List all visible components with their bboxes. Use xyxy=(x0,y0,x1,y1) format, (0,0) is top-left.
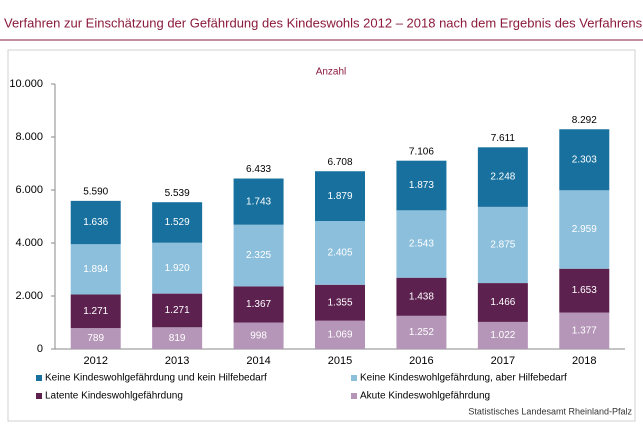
bar-segment xyxy=(152,293,203,328)
bar-segment xyxy=(152,242,203,294)
segment-label: 1.271 xyxy=(83,306,108,317)
segment-label: 1.252 xyxy=(409,327,434,338)
bar-segment xyxy=(559,129,610,191)
segment-label: 998 xyxy=(250,330,267,341)
segment-label: 2.325 xyxy=(246,250,271,261)
segment-label: 1.894 xyxy=(83,264,108,275)
segment-label: 2.248 xyxy=(490,172,515,183)
y-axis-label: Anzahl xyxy=(316,67,347,78)
segment-label: 1.377 xyxy=(572,325,597,336)
y-tick-label: 8.000 xyxy=(15,131,43,143)
segment-label: 1.636 xyxy=(83,217,108,228)
bar-segment xyxy=(559,268,610,313)
bar-segment xyxy=(233,224,284,287)
segment-label: 1.367 xyxy=(246,299,271,310)
bar-segment xyxy=(152,202,203,243)
segment-label: 1.022 xyxy=(490,330,515,341)
y-tick-label: 0 xyxy=(37,343,43,355)
segment-label: 2.303 xyxy=(572,154,597,165)
x-tick-label: 2014 xyxy=(246,355,270,367)
total-label: 7.611 xyxy=(491,133,516,144)
legend-swatch xyxy=(36,393,42,399)
segment-label: 789 xyxy=(87,333,104,344)
bar-segment xyxy=(477,206,528,284)
legend-label: Latente Kindeswohlgefährdung xyxy=(45,391,183,402)
segment-label: 1.920 xyxy=(165,263,190,274)
y-tick-label: 2.000 xyxy=(15,290,43,302)
bar-segment xyxy=(70,294,121,329)
bar-segment xyxy=(396,315,447,349)
bar-segment xyxy=(559,312,610,349)
bar-segment xyxy=(559,190,610,269)
legend-label: Keine Kindeswohlgefährdung und kein Hilf… xyxy=(45,373,267,384)
bar-segment xyxy=(396,277,447,316)
segment-label: 1.873 xyxy=(409,180,434,191)
total-label: 8.292 xyxy=(572,115,597,126)
segment-label: 2.543 xyxy=(409,239,434,250)
bar-segment xyxy=(233,322,284,349)
total-label: 6.433 xyxy=(246,164,271,175)
segment-label: 2.959 xyxy=(572,224,597,235)
bar-segment xyxy=(315,320,365,349)
x-tick-label: 2015 xyxy=(328,355,352,367)
segment-label: 819 xyxy=(169,333,186,344)
bar-segment xyxy=(233,286,284,323)
bar-segment xyxy=(70,200,121,245)
legend-swatch xyxy=(351,375,357,381)
segment-label: 1.438 xyxy=(409,291,434,302)
bar-segment xyxy=(315,171,365,222)
segment-label: 1.653 xyxy=(572,285,597,296)
segment-label: 2.875 xyxy=(490,240,515,251)
bar-segment xyxy=(315,284,365,321)
bar-segment xyxy=(315,221,365,285)
segment-label: 1.529 xyxy=(165,217,190,228)
bar-segment xyxy=(70,328,121,349)
bar-segment xyxy=(477,147,528,207)
bar-segment xyxy=(396,160,447,211)
bar-segment xyxy=(477,283,528,322)
total-label: 5.539 xyxy=(165,188,190,199)
total-label: 5.590 xyxy=(83,187,108,198)
legend-label: Akute Kindeswohlgefährdung xyxy=(360,391,490,402)
segment-label: 1.069 xyxy=(327,329,352,340)
legend-label: Keine Kindeswohlgefährdung, aber Hilfebe… xyxy=(360,373,567,384)
legend-swatch xyxy=(351,393,357,399)
total-label: 7.106 xyxy=(409,146,434,157)
segment-label: 1.355 xyxy=(327,297,352,308)
y-tick-label: 6.000 xyxy=(15,184,43,196)
x-tick-label: 2013 xyxy=(165,355,189,367)
x-tick-label: 2016 xyxy=(409,355,433,367)
segment-label: 2.405 xyxy=(327,248,352,259)
y-tick-label: 4.000 xyxy=(15,237,43,249)
segment-label: 1.879 xyxy=(327,191,352,202)
source: Statistisches Landesamt Rheinland-Pfalz xyxy=(468,406,632,416)
bar-segment xyxy=(477,321,528,349)
chart-title: Verfahren zur Einschätzung der Gefährdun… xyxy=(4,15,643,30)
segment-label: 1.743 xyxy=(246,196,271,207)
bar-segment xyxy=(396,210,447,278)
x-tick-label: 2012 xyxy=(83,355,107,367)
plot-frame xyxy=(7,49,636,422)
total-label: 6.708 xyxy=(327,157,352,168)
y-tick-label: 10.000 xyxy=(9,78,43,90)
legend-swatch xyxy=(36,375,42,381)
x-tick-label: 2018 xyxy=(572,355,596,367)
bar-segment xyxy=(70,244,121,295)
bar-segment xyxy=(233,178,284,225)
segment-label: 1.271 xyxy=(165,305,190,316)
bar-segment xyxy=(152,327,203,349)
x-tick-label: 2017 xyxy=(491,355,515,367)
segment-label: 1.466 xyxy=(490,297,515,308)
